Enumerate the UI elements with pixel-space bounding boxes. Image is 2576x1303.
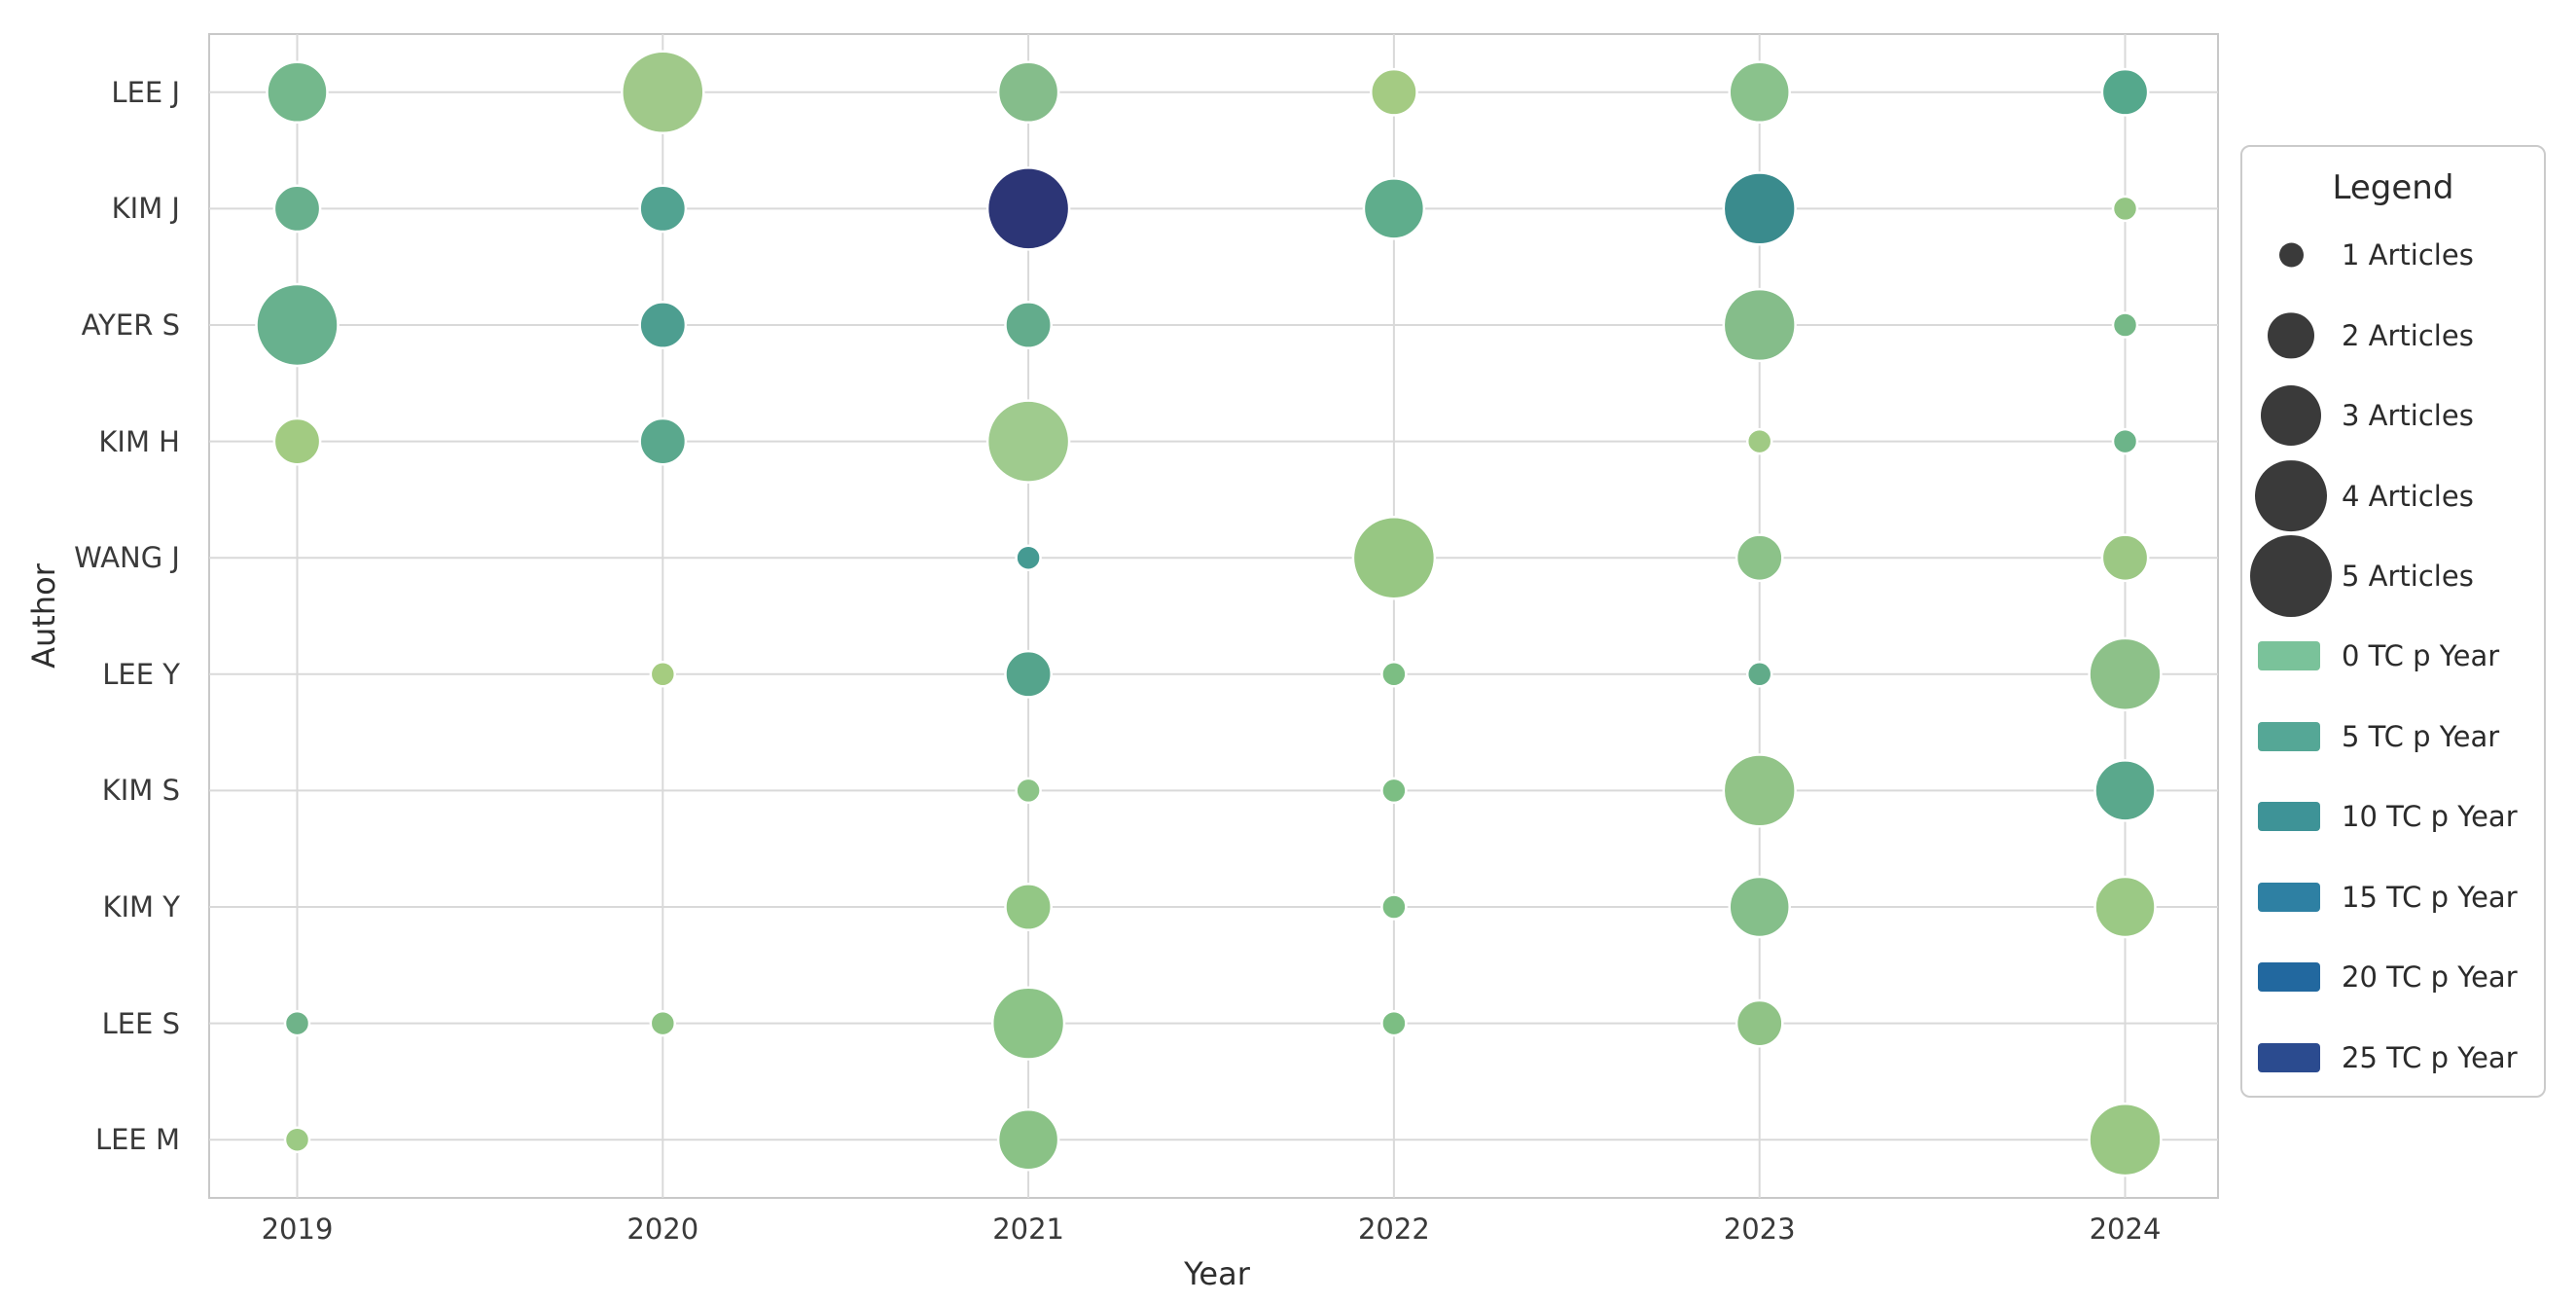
- bubble: [1015, 544, 1042, 571]
- bubble: [1722, 287, 1797, 363]
- bubble: [996, 1107, 1060, 1172]
- y-axis-title: Author: [25, 563, 62, 669]
- legend-size-circle-icon: [2278, 242, 2304, 268]
- legend-color-swatch-icon: [2258, 962, 2320, 992]
- legend-color-label: 20 TC p Year: [2342, 960, 2518, 994]
- bubble: [1380, 1009, 1408, 1037]
- y-tick-label: AYER S: [81, 308, 180, 342]
- legend-color-label: 0 TC p Year: [2342, 639, 2500, 672]
- bubble: [1735, 998, 1784, 1048]
- y-tick-label: KIM J: [111, 192, 180, 226]
- bubble: [1722, 753, 1797, 828]
- legend-box: Legend 1 Articles 2 Articles 3 Articles 4 A…: [2240, 145, 2546, 1098]
- bubble: [2088, 636, 2163, 711]
- bubble: [2100, 533, 2150, 583]
- bubble: [638, 301, 688, 349]
- plot-border: [208, 33, 2219, 1199]
- legend-title: Legend: [2332, 168, 2454, 207]
- bubble: [1004, 883, 1053, 931]
- bubble: [255, 282, 340, 368]
- bubble: [1380, 777, 1408, 805]
- y-tick-label: LEE S: [101, 1006, 180, 1040]
- bubble: [1351, 515, 1437, 600]
- bubble: [2111, 427, 2139, 455]
- bubble: [1004, 649, 1053, 699]
- legend-color-label: 15 TC p Year: [2342, 880, 2518, 914]
- legend-size-circle-icon: [2268, 311, 2314, 359]
- bubble: [2093, 759, 2157, 822]
- x-tick-label: 2021: [992, 1213, 1064, 1246]
- bubble: [638, 416, 688, 466]
- bubble: [1004, 301, 1053, 349]
- legend-size-label: 4 Articles: [2342, 479, 2474, 513]
- bubble: [283, 1009, 311, 1037]
- y-tick-label: WANG J: [74, 541, 180, 575]
- legend-size-circle-icon: [2249, 535, 2332, 617]
- bubble: [2093, 875, 2157, 939]
- x-axis-title: Year: [1184, 1255, 1250, 1292]
- bubble: [2111, 311, 2139, 339]
- legend-size-label: 5 Articles: [2342, 560, 2474, 593]
- bubble: [1015, 777, 1042, 805]
- legend-color-label: 5 TC p Year: [2342, 719, 2500, 753]
- legend-color-swatch-icon: [2258, 721, 2320, 751]
- legend-size-label: 3 Articles: [2342, 399, 2474, 432]
- bubble: [1728, 60, 1791, 125]
- bubble: [1745, 427, 1773, 455]
- x-tick-label: 2020: [626, 1213, 699, 1246]
- bubble: [272, 416, 322, 466]
- bubble: [1362, 177, 1426, 240]
- x-tick-label: 2019: [261, 1213, 334, 1246]
- y-tick-label: LEE Y: [102, 657, 180, 691]
- y-tick-label: LEE J: [111, 75, 180, 109]
- legend-color-swatch-icon: [2258, 1042, 2320, 1072]
- bubble: [985, 399, 1071, 484]
- legend-color-label: 25 TC p Year: [2342, 1040, 2518, 1074]
- legend-color-swatch-icon: [2258, 882, 2320, 912]
- bubble: [283, 1126, 311, 1153]
- bubble: [649, 661, 677, 688]
- legend-size-circle-icon: [2255, 459, 2327, 532]
- bubble: [1745, 661, 1773, 688]
- bubble: [1380, 893, 1408, 921]
- bubble: [2100, 67, 2150, 117]
- legend-size-label: 2 Articles: [2342, 318, 2474, 352]
- legend-color-swatch-icon: [2258, 641, 2320, 670]
- bubble: [2088, 1103, 2163, 1177]
- legend-color-label: 10 TC p Year: [2342, 800, 2518, 833]
- legend-size-label: 1 Articles: [2342, 238, 2474, 271]
- bubble: [1380, 661, 1408, 688]
- legend-color-swatch-icon: [2258, 802, 2320, 831]
- bubble: [990, 986, 1066, 1061]
- bubble: [1728, 875, 1791, 939]
- bubble: [649, 1009, 677, 1037]
- y-tick-label: LEE M: [94, 1123, 180, 1157]
- x-tick-label: 2023: [1723, 1213, 1796, 1246]
- bubble: [2111, 195, 2139, 223]
- y-tick-label: KIM H: [98, 424, 180, 458]
- bubble: [996, 60, 1060, 125]
- bubble: [272, 184, 322, 234]
- bubble: [1735, 533, 1784, 583]
- bubble: [266, 60, 329, 125]
- bubble: [1370, 67, 1418, 117]
- bubble: [638, 184, 688, 234]
- bubble: [1722, 171, 1797, 246]
- y-tick-label: KIM S: [101, 774, 180, 808]
- x-tick-label: 2024: [2089, 1213, 2162, 1246]
- x-tick-label: 2022: [1357, 1213, 1430, 1246]
- bubble: [621, 50, 705, 135]
- y-tick-label: KIM Y: [102, 890, 180, 923]
- bubble: [985, 166, 1071, 251]
- legend-size-circle-icon: [2261, 385, 2321, 446]
